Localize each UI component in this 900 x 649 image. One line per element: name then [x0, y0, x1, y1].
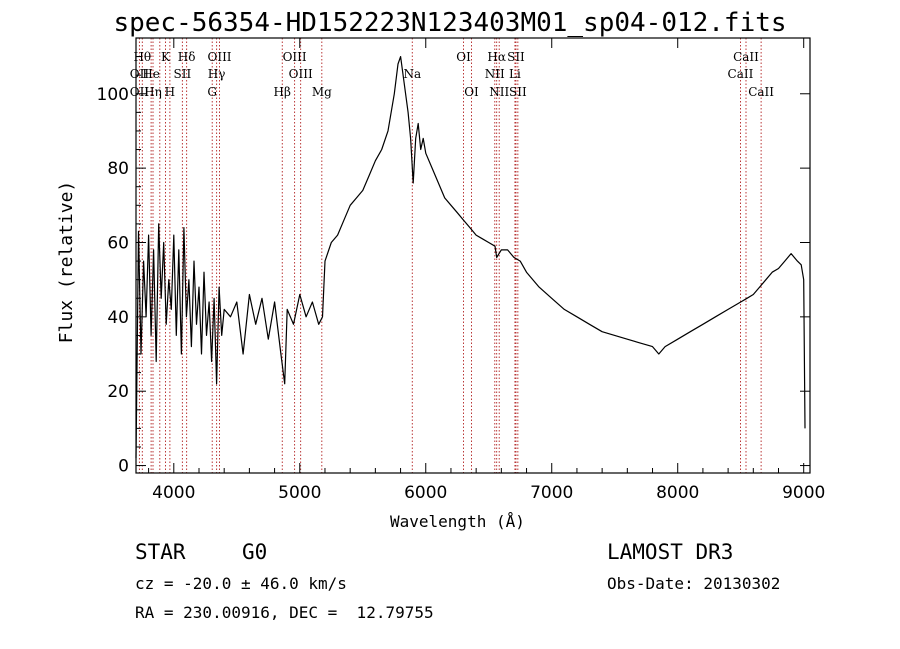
spectral-line-label: NII [489, 85, 509, 99]
spectral-line-label: G [207, 85, 217, 99]
spectral-line-label: NII [485, 67, 505, 81]
spectral-line-label: SII [174, 67, 192, 81]
y-tick-label: 0 [118, 457, 129, 477]
chart-title: spec-56354-HD152223N123403M01_sp04-012.f… [113, 8, 787, 38]
spectrum-plot [135, 55, 806, 459]
obs-date: Obs-Date: 20130302 [607, 574, 781, 593]
spectral-line-label: Hη [144, 85, 162, 99]
survey-name: LAMOST DR3 [607, 540, 734, 564]
y-tick-label: 20 [107, 382, 129, 402]
spectral-line-label: OIII [289, 67, 313, 81]
y-axis-label: Flux (relative) [56, 181, 77, 344]
spectral-line-label: H [165, 85, 175, 99]
spectral-line-label: SII [507, 50, 525, 64]
x-axis-ticks: 4000 5000 6000 7000 8000 9000 [148, 38, 825, 503]
spectral-line-label: CaII [733, 50, 759, 64]
flux-series-line [135, 55, 806, 459]
spectral-line-label: Na [403, 67, 421, 81]
spectral-line-label: K [161, 50, 171, 64]
line-labels: Hθ OII OII KHe Hη Hδ SII H OIII Hγ G OIII OIII Hβ Mg Na… [130, 50, 775, 99]
x-tick-label: 8000 [656, 483, 699, 503]
emission-line-markers [138, 38, 762, 473]
spectral-line-label: CaII [728, 67, 754, 81]
y-axis-ticks: 0 20 40 60 80 100 [97, 56, 810, 477]
spectral-line-label: Hα [487, 50, 506, 64]
x-tick-label: 9000 [782, 483, 825, 503]
spectral-line-label: OIII [207, 50, 231, 64]
x-tick-label: 6000 [404, 483, 447, 503]
x-axis-label: Wavelength (Å) [390, 512, 525, 531]
plot-frame [135, 37, 811, 474]
y-tick-label: 40 [107, 308, 129, 328]
spectral-line-label: OI [456, 50, 471, 64]
spectral-line-label: OIII [283, 50, 307, 64]
coordinates: RA = 230.00916, DEC = 12.79755 [135, 603, 434, 622]
spectral-line-label: Li [509, 67, 521, 81]
spectral-line-label: Hβ [274, 85, 291, 99]
y-tick-label: 100 [97, 85, 129, 105]
spectral-line-label: OI [464, 85, 479, 99]
spectral-line-label: Hθ [133, 50, 151, 64]
spectral-line-label: Hγ [208, 67, 226, 81]
y-tick-label: 80 [107, 159, 129, 179]
spectral-line-label: SII [509, 85, 527, 99]
x-tick-label: 4000 [152, 483, 195, 503]
x-tick-label: 7000 [530, 483, 573, 503]
x-tick-label: 5000 [278, 483, 321, 503]
y-tick-label: 60 [107, 233, 129, 253]
spectral-line-label: OII [130, 67, 150, 81]
spectral-line-label: Hδ [178, 50, 196, 64]
spectral-line-label: He [142, 67, 160, 81]
redshift-text: cz = -20.0 ± 46.0 km/s [135, 574, 347, 593]
object-subclass: G0 [242, 540, 268, 564]
object-class: STAR [135, 540, 186, 564]
spectral-line-label: CaII [748, 85, 774, 99]
spectral-line-label: Mg [312, 85, 332, 99]
spectral-line-label: OII [130, 85, 150, 99]
